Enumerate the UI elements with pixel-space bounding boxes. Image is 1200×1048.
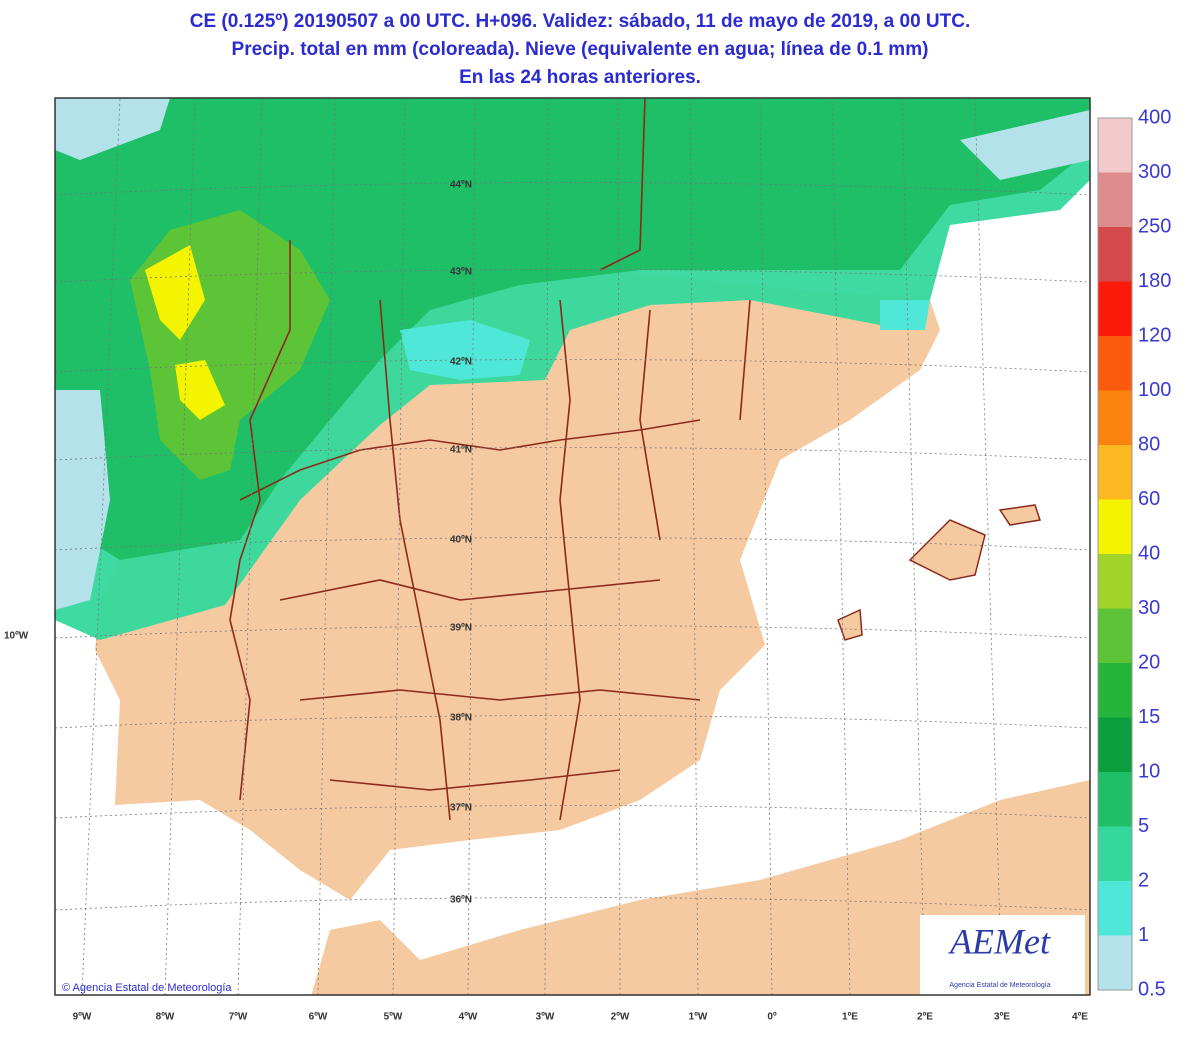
level-label: 300 (1138, 161, 1171, 183)
level-label: 15 (1138, 706, 1160, 728)
longitude-label: 8ºW (156, 1012, 175, 1023)
color-swatch (1098, 336, 1132, 391)
graticule (55, 98, 1090, 995)
africa (311, 780, 1090, 995)
region-borders (229, 98, 751, 821)
longitude-label: 4ºE (1072, 1012, 1088, 1023)
color-swatch (1098, 499, 1132, 554)
precip-area (55, 98, 1090, 610)
logo-subtitle: Agencia Estatal de Meteorología (949, 982, 1050, 989)
color-swatch (1098, 172, 1132, 227)
level-label: 120 (1138, 324, 1171, 346)
longitude-labels: 9ºW 8ºW 7ºW 6ºW 5ºW 4ºW 3ºW 2ºW 1ºW 0º 1ºE 2ºE 3ºE 4º… (73, 1012, 1089, 1023)
latitude-label: 41ºN (450, 445, 472, 456)
longitude-label: 9ºW (73, 1012, 92, 1023)
color-swatch (1098, 390, 1132, 445)
level-label: 80 (1138, 433, 1160, 455)
latitude-label: 36ºN (450, 895, 472, 906)
level-label: 2 (1138, 869, 1149, 891)
logo-box (920, 915, 1085, 995)
level-label: 1 (1138, 924, 1149, 946)
precip-area (145, 245, 225, 420)
color-swatch (1098, 717, 1132, 772)
longitude-label: 2ºE (917, 1012, 933, 1023)
color-swatch (1098, 554, 1132, 609)
level-label: 10 (1138, 760, 1160, 782)
color-swatch (1098, 772, 1132, 827)
color-swatch (1098, 445, 1132, 500)
credit: © Agencia Estatal de Meteorología (62, 982, 232, 994)
longitude-label: 1ºE (842, 1012, 858, 1023)
map-area: 44ºN 43ºN 42ºN 41ºN 40ºN 39ºN 38ºN 37ºN 36ºN © A… (55, 98, 1090, 995)
level-label: 0.5 (1138, 978, 1166, 1000)
level-label: 5 (1138, 815, 1149, 837)
precip-area (400, 300, 930, 380)
title-line: En las 24 horas anteriores. (459, 67, 701, 88)
level-label: 60 (1138, 488, 1160, 510)
longitude-label: 6ºW (309, 1012, 328, 1023)
latitude-label: 43ºN (450, 267, 472, 278)
level-label: 100 (1138, 379, 1171, 401)
logo: AEMet (948, 921, 1051, 961)
colorbar: 0.5 1 2 5 10 15 20 30 40 60 80 100 120 180 250 300 400 (1097, 106, 1171, 1000)
color-swatch (1098, 935, 1132, 990)
level-label: 40 (1138, 542, 1160, 564)
level-label: 250 (1138, 215, 1171, 237)
color-swatch (1098, 881, 1132, 936)
latitude-label: 44ºN (450, 180, 472, 191)
frame (54, 97, 1091, 996)
color-swatch (1098, 663, 1132, 718)
latitude-labels: 44ºN 43ºN 42ºN 41ºN 40ºN 39ºN 38ºN 37ºN 36ºN (450, 180, 472, 906)
latitude-label: 38ºN (450, 713, 472, 724)
longitude-label: 4ºW (459, 1012, 478, 1023)
level-label: 20 (1138, 651, 1160, 673)
level-label: 400 (1138, 106, 1171, 128)
titles: CE (0.125º) 20190507 a 00 UTC. H+096. Va… (190, 11, 971, 88)
west-label: 10ºW (4, 631, 29, 642)
title-line: CE (0.125º) 20190507 a 00 UTC. H+096. Va… (190, 11, 971, 32)
level-label: 30 (1138, 597, 1160, 619)
longitude-label: 0º (767, 1012, 777, 1023)
latitude-label: 37ºN (450, 803, 472, 814)
longitude-label: 1ºW (689, 1012, 708, 1023)
color-swatch (1098, 826, 1132, 881)
level-label: 180 (1138, 270, 1171, 292)
color-swatch (1098, 608, 1132, 663)
precip-area (55, 98, 1090, 560)
longitude-label: 3ºW (536, 1012, 555, 1023)
title-line: Precip. total en mm (coloreada). Nieve (… (232, 39, 929, 60)
longitude-label: 3ºE (994, 1012, 1010, 1023)
color-swatch (1098, 118, 1132, 173)
longitude-label: 2ºW (611, 1012, 630, 1023)
color-swatch (1098, 227, 1132, 282)
latitude-label: 42ºN (450, 357, 472, 368)
longitude-label: 7ºW (229, 1012, 248, 1023)
latitude-label: 40ºN (450, 535, 472, 546)
latitude-label: 39ºN (450, 623, 472, 634)
longitude-label: 5ºW (384, 1012, 403, 1023)
colorbar-frame (1097, 117, 1133, 991)
color-swatch (1098, 281, 1132, 336)
